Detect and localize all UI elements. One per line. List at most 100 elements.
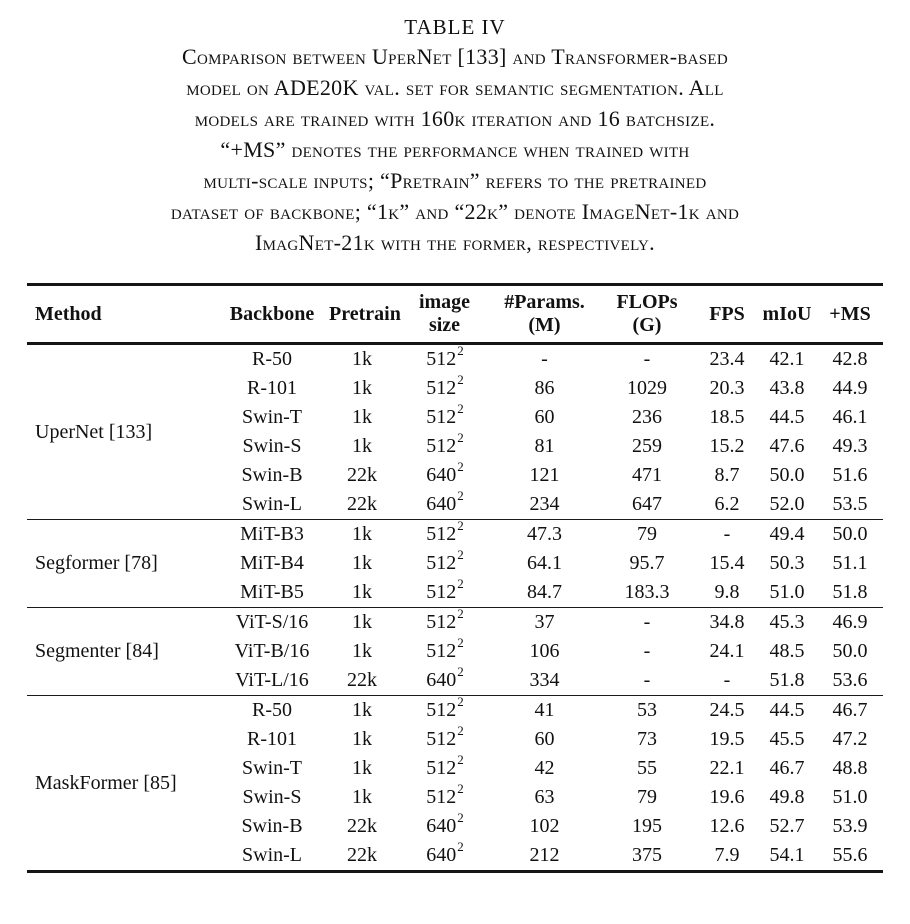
cell-image-size: 5122 (426, 635, 464, 662)
column-header-fps: FPS (709, 302, 745, 325)
cell-pretrain: 1k (352, 435, 372, 457)
cell-fps: 19.6 (709, 786, 745, 808)
cell-plus-ms: 50.0 (832, 640, 868, 662)
cell-pretrain: 22k (347, 669, 377, 691)
results-table: Method Backbone Pretrain image size #Params.(… (27, 283, 883, 873)
cell-params: 42 (534, 757, 555, 779)
cell-image-size: 6402 (426, 839, 464, 866)
table-row: Swin-S 1k 5122 63 79 19.6 49.8 51.0 (27, 781, 883, 812)
cell-pretrain: 22k (347, 815, 377, 837)
cell-pretrain: 1k (352, 699, 372, 721)
cell-fps: 24.1 (709, 640, 745, 662)
cell-params: 37 (534, 611, 555, 633)
cell-miou: 44.5 (769, 699, 805, 721)
caption-line: model on ADE20K val. set for semantic se… (186, 75, 724, 100)
cell-plus-ms: 49.3 (832, 435, 868, 457)
cell-flops: 183.3 (624, 581, 670, 603)
cell-flops: 55 (637, 757, 657, 779)
cell-fps: 34.8 (709, 611, 745, 633)
cell-backbone: Swin-B (241, 464, 303, 486)
column-header-plus-ms: +MS (829, 302, 871, 325)
cell-miou: 44.5 (769, 406, 805, 428)
cell-fps: 6.2 (714, 493, 740, 515)
cell-image-size: 6402 (426, 488, 464, 515)
table-row: R-101 1k 5122 60 73 19.5 45.5 47.2 (27, 724, 883, 754)
table-row: Segformer [78] MiT-B3 1k 5122 47.3 79 - 49.4 50.… (27, 518, 883, 574)
cell-params: 86 (534, 377, 555, 399)
cell-params: 47.3 (527, 523, 562, 545)
cell-plus-ms: 53.9 (832, 815, 868, 837)
cell-fps: - (723, 523, 731, 545)
method-cell: Segmenter [84] (35, 640, 159, 662)
cell-backbone: Swin-L (242, 493, 302, 515)
cell-image-size: 6402 (426, 664, 464, 691)
cell-params: 121 (529, 464, 560, 486)
cell-params: 64.1 (527, 552, 562, 574)
cell-fps: 22.1 (709, 757, 745, 779)
size-exponent: 2 (457, 752, 464, 768)
method-group: Segformer [78] MiT-B3 1k 5122 47.3 79 - 49.4 50.… (27, 518, 883, 608)
size-exponent: 2 (457, 459, 464, 475)
cell-pretrain: 1k (352, 552, 372, 574)
size-exponent: 2 (457, 518, 464, 534)
cell-miou: 42.1 (769, 348, 805, 370)
method-group: UperNet [133] R-50 1k 5122- -23.4 42.1 42.8 R-1… (27, 344, 883, 520)
cell-miou: 46.7 (769, 757, 805, 779)
table-row: Swin-T 1k 5122 60 236 18.5 44.5 46.1 (27, 402, 883, 432)
cell-miou: 52.0 (769, 493, 805, 515)
cell-fps: 9.8 (714, 581, 740, 603)
table-row: UperNet [133] R-50 1k 5122 - - 23.4 42.1 42.8 (27, 344, 883, 442)
cell-miou: 43.8 (769, 377, 805, 399)
size-exponent: 2 (457, 635, 464, 651)
cell-params: 81 (534, 435, 555, 457)
size-exponent: 2 (457, 576, 464, 592)
size-exponent: 2 (457, 488, 464, 504)
method-group: MaskFormer [85] R-50 1k 5122 41 53 24.5 44.5 46.… (27, 695, 883, 872)
cell-plus-ms: 55.6 (832, 844, 868, 866)
cell-backbone: ViT-L/16 (235, 669, 309, 691)
cell-backbone: MiT-B3 (240, 523, 304, 545)
cell-image-size: 5122 (426, 752, 464, 779)
cell-backbone: Swin-B (241, 815, 303, 837)
method-group: Segmenter [84] ViT-S/16 1k 5122 37 - 34.8 45.3 4… (27, 607, 883, 696)
cell-pretrain: 1k (352, 523, 372, 545)
cell-fps: 12.6 (709, 815, 745, 837)
cell-image-size: 6402 (426, 459, 464, 486)
cell-miou: 50.0 (769, 464, 805, 486)
cell-plus-ms: 42.8 (832, 348, 868, 370)
column-header-image-size: image size (418, 291, 471, 336)
cell-fps: 15.2 (709, 435, 745, 457)
cell-backbone: MiT-B4 (240, 552, 304, 574)
caption-line: dataset of backbone; “1k” and “22k” deno… (170, 199, 740, 224)
cell-params: 234 (529, 493, 560, 515)
column-header-params: #Params. (M) (504, 291, 585, 336)
column-header-flops: FLOPs (G) (616, 291, 678, 336)
cell-flops: - (643, 669, 651, 691)
cell-miou: 45.5 (769, 728, 805, 750)
cell-backbone: R-101 (247, 377, 297, 399)
cell-miou: 52.7 (769, 815, 805, 837)
cell-params: 102 (529, 815, 560, 837)
cell-params: 334 (529, 669, 560, 691)
cell-params: 63 (534, 786, 555, 808)
caption-line: models are trained with 160k iteration a… (194, 106, 716, 131)
caption-line: Comparison between UperNet [133] and Tra… (182, 44, 728, 69)
cell-image-size: 5122 (426, 547, 464, 574)
size-exponent: 2 (457, 664, 464, 680)
cell-flops: 95.7 (629, 552, 665, 574)
size-exponent: 2 (457, 430, 464, 446)
cell-flops: - (643, 611, 651, 633)
cell-flops: 73 (637, 728, 657, 750)
table-row: Swin-S 1k 5122 81 259 15.2 47.6 49.3 (27, 430, 883, 461)
size-exponent: 2 (457, 839, 464, 855)
cell-pretrain: 1k (352, 377, 372, 399)
cell-miou: 47.6 (769, 435, 805, 457)
cell-backbone: R-101 (247, 728, 297, 750)
cell-pretrain: 1k (352, 406, 372, 428)
cell-image-size: 5122 (426, 781, 464, 808)
column-header-pretrain: Pretrain (329, 302, 401, 325)
size-exponent: 2 (457, 547, 464, 563)
cell-flops: 471 (632, 464, 662, 486)
size-exponent: 2 (457, 781, 464, 797)
cell-miou: 49.8 (769, 786, 805, 808)
